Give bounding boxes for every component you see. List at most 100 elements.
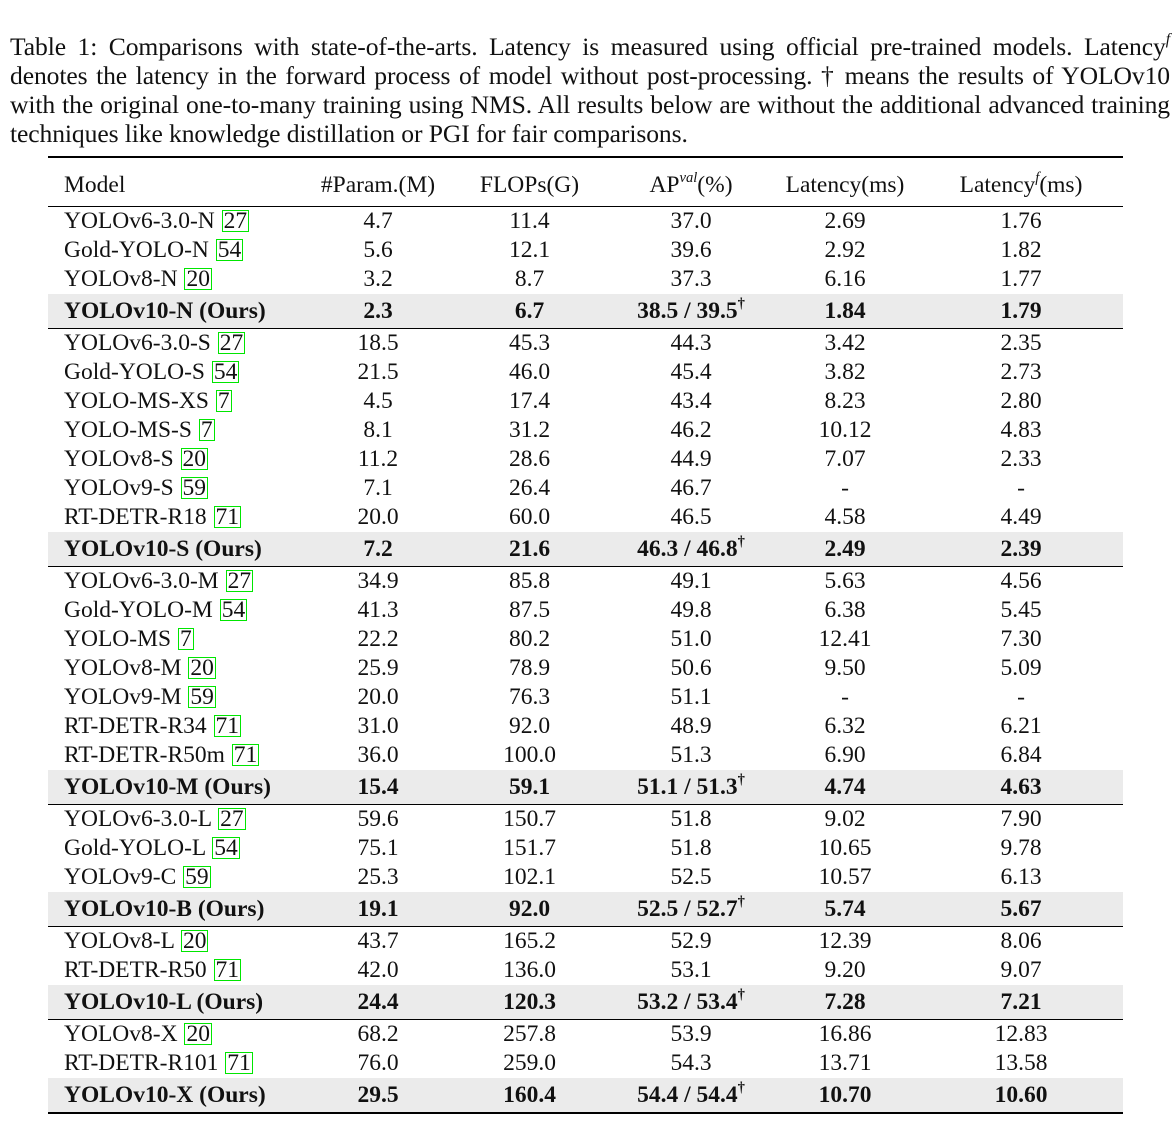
table-row: Gold-YOLO-S 54 21.5 46.0 45.4 3.82 2.73 [48,358,1123,387]
model-name: YOLO-MS-XS [64,388,215,414]
latency-cell: 12.41 [818,626,872,652]
latency-f-cell: 1.76 [1000,208,1042,234]
flops-cell: 46.0 [508,359,551,385]
latency-cell: 16.86 [818,1021,872,1047]
table-row: Gold-YOLO-M 54 41.3 87.5 49.8 6.38 5.45 [48,596,1123,625]
citation-link: 7 [198,417,215,443]
latency-f-cell: 2.80 [1000,388,1042,414]
citation-link: 54 [212,835,240,861]
table-row: YOLOv6-3.0-N 27 4.7 11.4 37.0 2.69 1.76 [48,207,1123,237]
latency-cell: 7.07 [824,446,866,472]
model-name: YOLOv6-3.0-N [64,208,221,234]
latency-f-cell: 1.77 [1000,266,1042,292]
flops-cell: 87.5 [508,597,551,623]
table-row: RT-DETR-R34 71 31.0 92.0 48.9 6.32 6.21 [48,712,1123,741]
citation-link: 20 [180,446,209,472]
model-name-cell: YOLOv8-L 20 [48,927,308,957]
table-row: YOLO-MS-XS 7 4.5 17.4 43.4 8.23 2.80 [48,387,1123,416]
citation-link: 54 [215,237,244,263]
header-params-label: #Param.(M) [320,171,436,198]
params-cell: 8.1 [363,417,393,443]
citation-link: 71 [225,1050,253,1076]
flops-cell: 17.4 [508,388,551,414]
ours-params-cell: 24.4 [308,985,448,1020]
ours-latency-cell: 4.74 [771,770,919,805]
model-name-cell: YOLOv9-S 59 [48,474,308,503]
model-name: YOLO-MS-S [64,417,198,443]
ap-cell: 52.5 [670,864,712,890]
flops-cell: 257.8 [503,1021,556,1047]
flops-cell: 60.0 [508,504,551,530]
ours-flops-cell: 6.7 [448,294,611,329]
params-cell: 42.0 [357,957,399,983]
latency-cell: 6.32 [824,713,866,739]
latency-cell: 3.42 [824,330,866,356]
latency-cell: 10.12 [818,417,872,443]
ours-flops-cell: 92.0 [448,892,611,927]
table-row: RT-DETR-R50m 71 36.0 100.0 51.3 6.90 6.84 [48,741,1123,770]
dagger-mark: † [737,1079,745,1096]
table-row: YOLOv8-N 20 3.2 8.7 37.3 6.16 1.77 [48,265,1123,294]
header-latency-label: Latency(ms) [785,171,905,198]
table-caption: Table 1: Comparisons with state-of-the-a… [10,30,1170,148]
comparison-table: Model #Param.(M) FLOPs(G) APval(%) Latency(m… [48,156,1123,1114]
caption-latency-superscript: f [1165,30,1170,48]
model-name: YOLOv8-L [64,928,180,954]
header-ap-unit: (%) [697,171,733,198]
ours-latency-f-cell: 10.60 [919,1078,1123,1113]
ours-row: YOLOv10-L (Ours) 24.4 120.3 53.2 / 53.4† 7.2… [48,985,1123,1020]
ours-latency-cell: 7.28 [771,985,919,1020]
ap-cell: 49.8 [670,597,712,623]
params-cell: 3.2 [363,266,393,292]
latency-f-cell: 6.13 [1000,864,1042,890]
latency-f-cell: 7.30 [1000,626,1042,652]
model-name: YOLOv6-3.0-M [64,568,225,594]
citation-link: 27 [217,330,246,356]
ours-flops-cell: 59.1 [448,770,611,805]
latency-cell: 6.16 [824,266,866,292]
latency-f-cell: - [1017,475,1025,501]
params-cell: 59.6 [357,806,399,832]
latency-f-cell: 5.09 [1000,655,1042,681]
latency-f-cell: 12.83 [994,1021,1048,1047]
latency-cell: 9.02 [824,806,866,832]
flops-cell: 259.0 [503,1050,556,1076]
model-name-cell: YOLOv9-C 59 [48,863,308,892]
model-name-cell: RT-DETR-R50m 71 [48,741,308,770]
ours-row: YOLOv10-N (Ours) 2.3 6.7 38.5 / 39.5† 1.84 1.… [48,294,1123,329]
flops-cell: 12.1 [508,237,551,263]
caption-lead: Table 1: Comparisons with state-of-the-a… [10,31,1166,61]
ap-cell: 46.2 [670,417,712,443]
ours-model-name: YOLOv10-M (Ours) [48,770,308,805]
params-cell: 21.5 [357,359,399,385]
citation-link: 7 [215,388,232,414]
model-name: YOLOv8-N [64,266,184,292]
ap-cell: 51.1 [670,684,712,710]
ours-latency-cell: 2.49 [771,532,919,567]
ap-cell: 53.9 [670,1021,712,1047]
citation-link: 54 [211,359,240,385]
dagger-mark: † [737,893,745,910]
ours-flops-cell: 21.6 [448,532,611,567]
params-cell: 20.0 [357,684,399,710]
ours-params-cell: 7.2 [308,532,448,567]
ours-model-name: YOLOv10-X (Ours) [48,1078,308,1113]
header-ap: APval(%) [611,157,771,207]
header-latency-f: Latencyf(ms) [919,157,1123,207]
params-cell: 18.5 [357,330,399,356]
model-name-cell: YOLO-MS-XS 7 [48,387,308,416]
model-name-cell: YOLOv9-M 59 [48,683,308,712]
flops-cell: 31.2 [508,417,551,443]
dagger-mark: † [737,533,745,550]
latency-cell: 8.23 [824,388,866,414]
params-cell: 36.0 [357,742,399,768]
ours-row: YOLOv10-S (Ours) 7.2 21.6 46.3 / 46.8† 2.49 2… [48,532,1123,567]
ours-latency-cell: 1.84 [771,294,919,329]
latency-cell: 5.63 [824,568,866,594]
latency-cell: 9.50 [824,655,866,681]
ap-cell: 43.4 [670,388,712,414]
model-name-cell: YOLOv6-3.0-N 27 [48,207,308,237]
latency-f-cell: 9.78 [1000,835,1042,861]
model-name: YOLOv8-M [64,655,188,681]
